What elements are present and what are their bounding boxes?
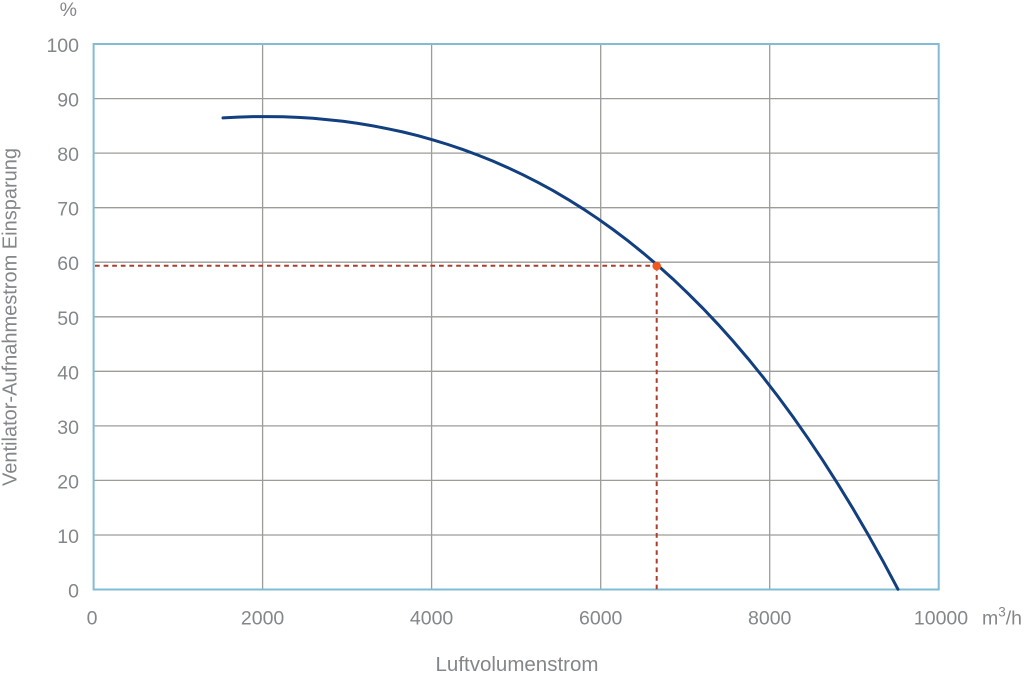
svg-text:%: % xyxy=(60,0,77,21)
svg-text:4000: 4000 xyxy=(410,608,454,630)
svg-text:6000: 6000 xyxy=(579,608,623,630)
svg-text:10000: 10000 xyxy=(914,608,968,630)
svg-text:m3/h: m3/h xyxy=(982,605,1022,630)
svg-text:70: 70 xyxy=(57,199,79,221)
svg-text:0: 0 xyxy=(87,608,98,630)
svg-text:8000: 8000 xyxy=(748,608,792,630)
svg-text:90: 90 xyxy=(57,90,79,112)
svg-text:60: 60 xyxy=(57,253,79,275)
svg-text:10: 10 xyxy=(57,526,79,548)
svg-text:Ventilator-Aufnahmestrom Einsp: Ventilator-Aufnahmestrom Einsparung xyxy=(0,148,22,486)
svg-text:2000: 2000 xyxy=(241,608,285,630)
svg-text:50: 50 xyxy=(57,308,79,330)
svg-text:100: 100 xyxy=(46,35,79,57)
svg-text:Luftvolumenstrom: Luftvolumenstrom xyxy=(436,653,599,675)
svg-text:0: 0 xyxy=(68,581,79,603)
svg-text:40: 40 xyxy=(57,362,79,384)
svg-text:80: 80 xyxy=(57,144,79,166)
svg-text:20: 20 xyxy=(57,471,79,493)
svg-text:30: 30 xyxy=(57,417,79,439)
